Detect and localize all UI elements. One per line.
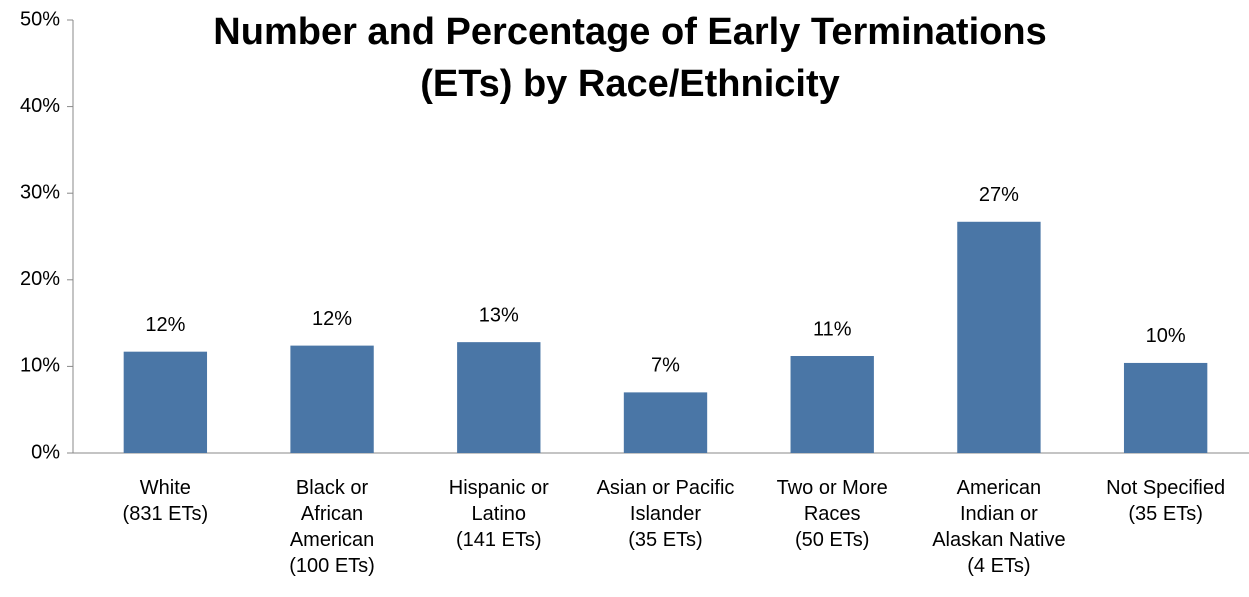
bar [790,356,874,453]
data-label: 12% [312,308,352,330]
data-label: 27% [979,184,1019,206]
y-tick-label: 30% [20,181,60,203]
bar [123,351,208,453]
x-tick-label: American Indian or Alaskan Native (4 ETs… [932,477,1066,577]
data-label: 13% [479,304,519,326]
x-tick-label: Not Specified (35 ETs) [1106,477,1226,525]
y-tick-label: 40% [20,95,60,117]
y-tick-label: 50% [20,8,60,30]
x-tick-label: Hispanic or Latino (141 ETs) [448,477,549,551]
data-label: 10% [1146,325,1186,347]
x-tick-label: White (831 ETs) [122,477,209,525]
x-tick-label: Two or More Races (50 ETs) [776,477,888,551]
bar [290,345,374,453]
data-label: 7% [651,355,680,377]
y-tick-label: 10% [20,355,60,377]
bar [623,392,708,453]
x-tick-label: Black or African American (100 ETs) [289,477,375,577]
bar [1123,362,1208,453]
data-label: 11% [813,318,852,340]
bar [457,342,541,453]
data-label: 12% [145,314,185,336]
bar [957,221,1041,453]
y-tick-label: 20% [20,268,60,290]
y-tick-label: 0% [31,441,60,463]
x-tick-label: Asian or Pacific Islander (35 ETs) [596,477,735,551]
chart-title: Number and Percentage of Early Terminati… [213,11,1047,105]
